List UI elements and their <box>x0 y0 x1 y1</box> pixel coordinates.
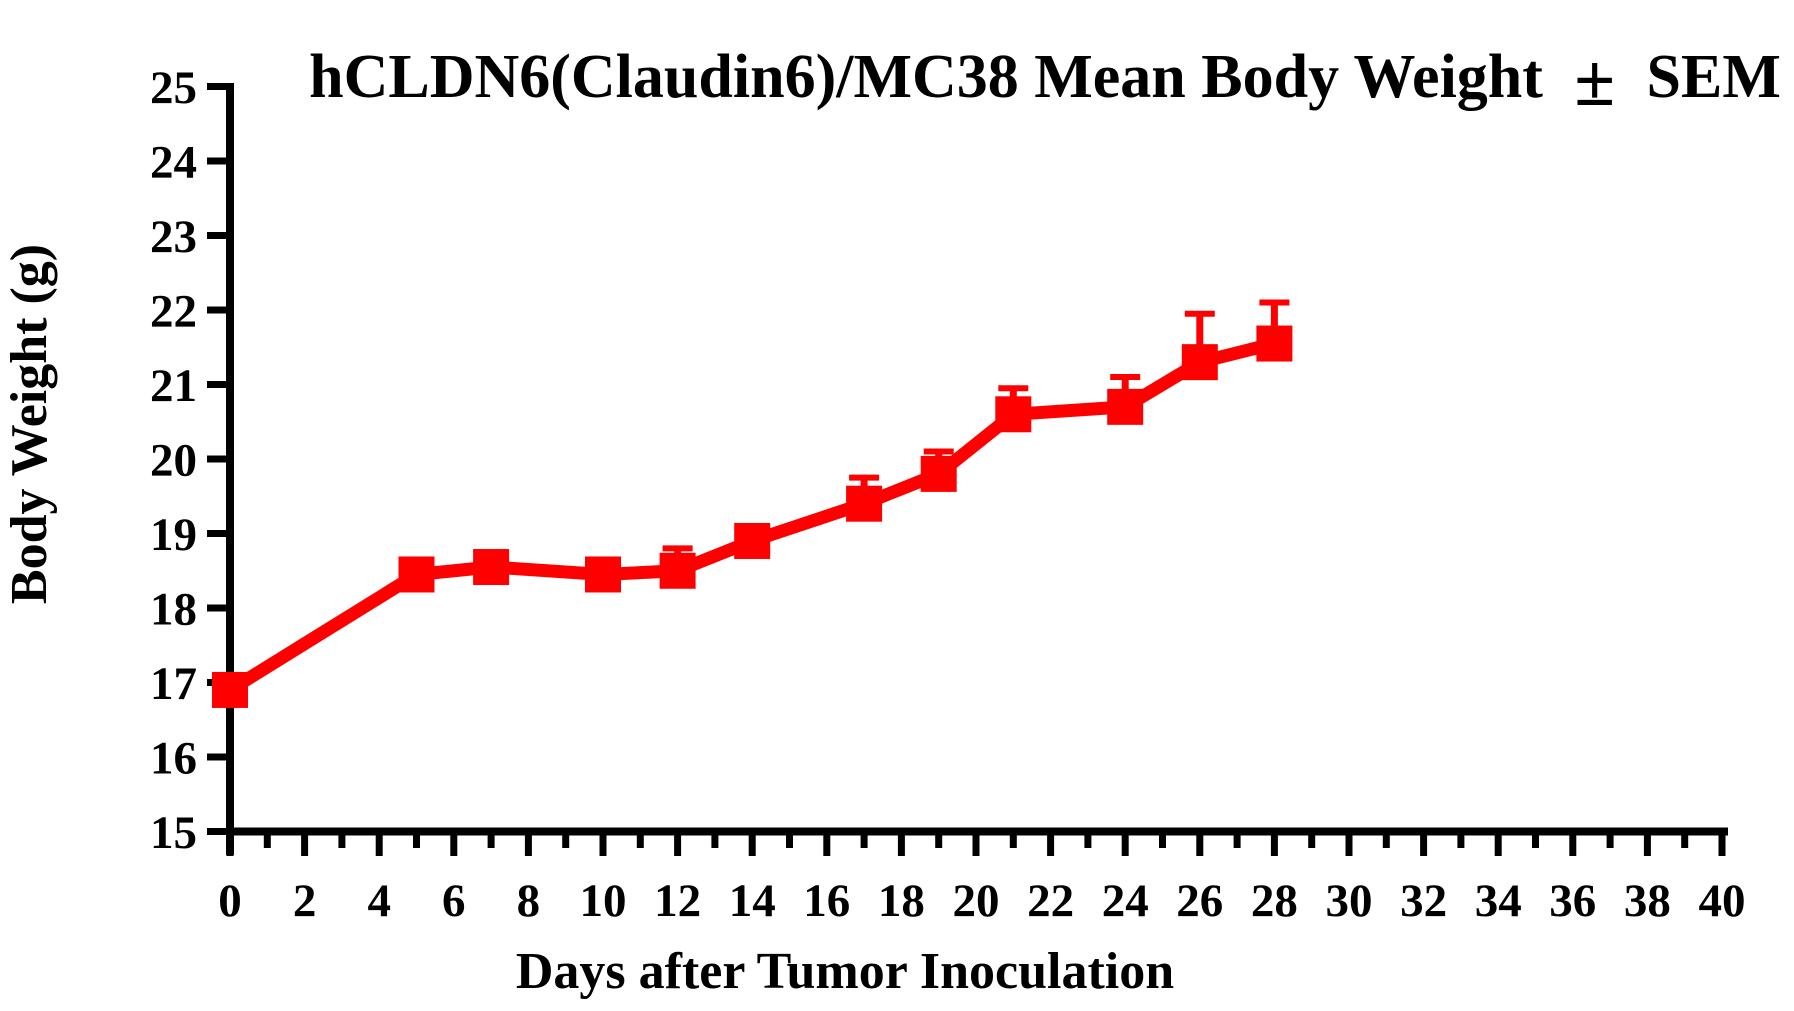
y-tick-label: 18 <box>150 584 197 636</box>
x-tick-label: 20 <box>953 875 1000 927</box>
x-tick-label: 4 <box>367 875 391 927</box>
x-tick-label: 36 <box>1549 875 1596 927</box>
chart-title-suffix: SEM <box>1647 43 1781 111</box>
data-point-marker <box>398 556 435 593</box>
x-axis-ticks: 0 2 4 6 8 10 12 14 16 18 20 22 24 26 28 30 32 34 36 38 40 <box>218 829 1746 927</box>
y-tick-label: 24 <box>150 137 197 189</box>
y-tick-label: 20 <box>150 435 197 487</box>
x-tick-label: 16 <box>803 875 850 927</box>
data-point-marker <box>585 556 621 593</box>
x-tick-label: 2 <box>293 875 317 927</box>
axes <box>226 83 1728 855</box>
plus-minus-symbol: ± <box>1574 40 1615 122</box>
data-point-marker <box>473 549 510 586</box>
x-tick-label: 6 <box>442 875 466 927</box>
data-point-marker <box>659 552 696 589</box>
x-tick-label: 38 <box>1624 875 1671 927</box>
data-point-marker <box>1256 325 1293 362</box>
y-tick-label: 15 <box>150 807 197 859</box>
x-axis-title: Days after Tumor Inoculation <box>516 943 1174 1000</box>
y-tick-label: 23 <box>150 211 197 263</box>
chart-title: hCLDN6(Claudin6)/MC38 Mean Body Weight ±… <box>309 40 1781 122</box>
x-tick-label: 10 <box>580 875 627 927</box>
x-tick-label: 14 <box>729 875 776 927</box>
x-tick-label: 28 <box>1251 875 1298 927</box>
data-point-marker <box>1181 344 1218 381</box>
y-tick-label: 17 <box>150 658 197 710</box>
data-point-marker <box>1107 388 1144 425</box>
y-tick-label: 19 <box>150 509 197 561</box>
y-tick-label: 21 <box>150 360 197 412</box>
y-axis-title: Body Weight (g) <box>1 244 58 604</box>
chart-title-main: hCLDN6(Claudin6)/MC38 Mean Body Weight <box>309 43 1543 111</box>
data-point-marker <box>995 396 1032 433</box>
y-tick-label: 22 <box>150 286 197 338</box>
data-point-marker <box>846 485 883 522</box>
x-tick-label: 40 <box>1699 875 1746 927</box>
x-tick-label: 12 <box>654 875 701 927</box>
y-axis-ticks: 15 16 17 18 19 20 21 22 23 24 25 <box>150 62 233 859</box>
x-tick-label: 30 <box>1326 875 1373 927</box>
data-point-marker <box>920 455 957 492</box>
y-tick-label: 25 <box>150 62 197 114</box>
x-tick-label: 34 <box>1475 875 1522 927</box>
x-tick-label: 32 <box>1400 875 1447 927</box>
x-tick-label: 0 <box>218 875 242 927</box>
x-tick-label: 26 <box>1176 875 1223 927</box>
data-point-marker <box>734 522 771 559</box>
y-tick-label: 16 <box>150 733 197 785</box>
data-point-markers <box>212 325 1293 708</box>
x-tick-label: 8 <box>517 875 541 927</box>
data-point-marker <box>212 671 248 708</box>
x-tick-label: 22 <box>1027 875 1074 927</box>
x-tick-label: 18 <box>878 875 925 927</box>
x-tick-label: 24 <box>1102 875 1149 927</box>
